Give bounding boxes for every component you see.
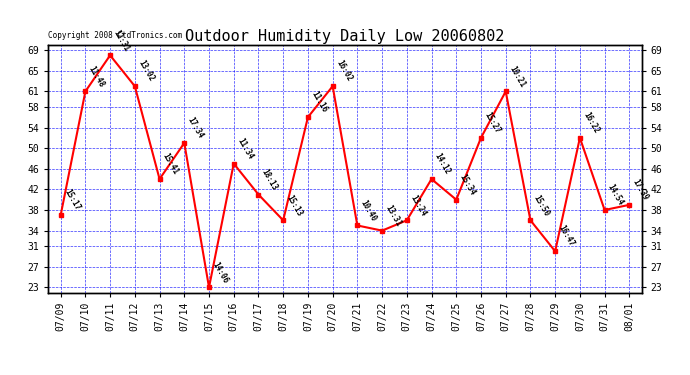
Title: Outdoor Humidity Daily Low 20060802: Outdoor Humidity Daily Low 20060802 — [186, 29, 504, 44]
Text: 15:27: 15:27 — [482, 111, 502, 135]
Text: 14:06: 14:06 — [210, 260, 230, 285]
Text: 13:02: 13:02 — [136, 59, 155, 84]
Text: 15:17: 15:17 — [62, 188, 81, 212]
Text: 15:50: 15:50 — [532, 193, 551, 217]
Text: 15:41: 15:41 — [161, 152, 180, 176]
Text: 14:54: 14:54 — [606, 183, 625, 207]
Text: 15:34: 15:34 — [457, 172, 477, 197]
Text: 11:34: 11:34 — [235, 136, 255, 161]
Text: 17:39: 17:39 — [631, 177, 650, 202]
Text: 13:31: 13:31 — [384, 203, 403, 228]
Text: 10:40: 10:40 — [359, 198, 378, 223]
Text: 15:13: 15:13 — [284, 193, 304, 217]
Text: 18:13: 18:13 — [260, 167, 279, 192]
Text: 16:22: 16:22 — [581, 111, 600, 135]
Text: 17:34: 17:34 — [186, 116, 205, 140]
Text: 16:47: 16:47 — [557, 224, 576, 249]
Text: 11:48: 11:48 — [87, 64, 106, 88]
Text: 12:31: 12:31 — [112, 28, 131, 53]
Text: 10:21: 10:21 — [507, 64, 526, 88]
Text: 16:02: 16:02 — [334, 59, 353, 84]
Text: 11:16: 11:16 — [309, 90, 328, 114]
Text: 13:24: 13:24 — [408, 193, 428, 217]
Text: Copyright 2008 CtdTronics.com: Copyright 2008 CtdTronics.com — [48, 31, 182, 40]
Text: 14:12: 14:12 — [433, 152, 452, 176]
